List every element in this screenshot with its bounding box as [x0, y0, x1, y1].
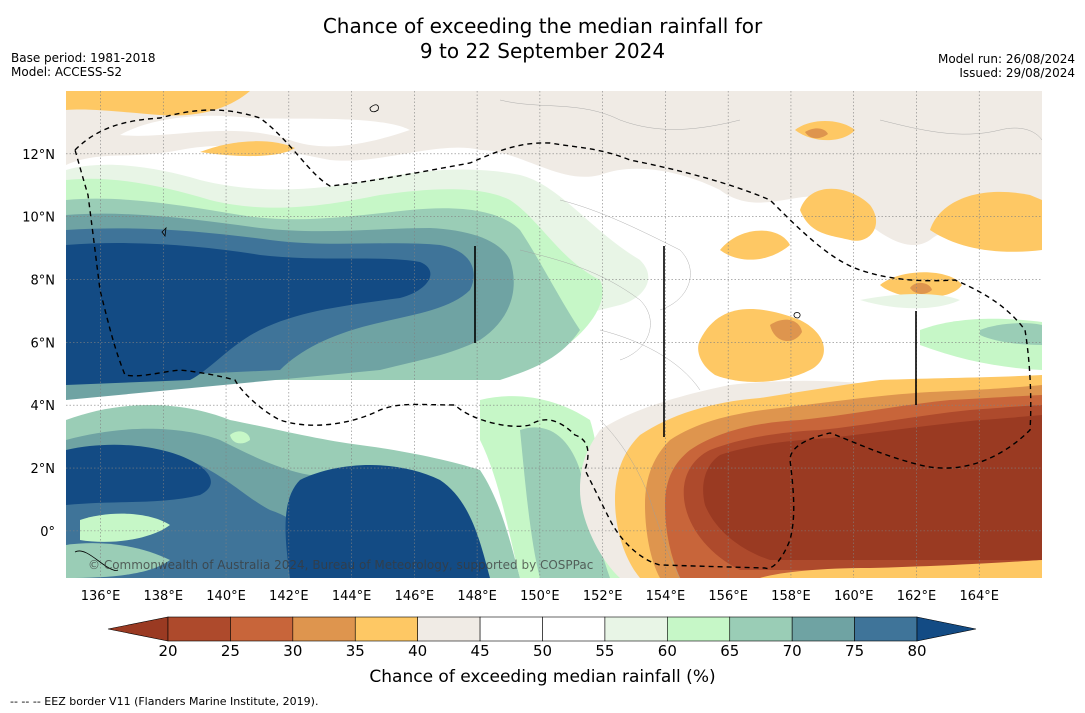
green-sw-patch: [80, 513, 170, 542]
colorbar-tick-label: 40: [408, 642, 428, 660]
meta-left: Base period: 1981-2018 Model: ACCESS-S2: [11, 51, 156, 79]
colorbar-tick-label: 30: [283, 642, 303, 660]
colorbar-swatch: [667, 616, 731, 642]
lat-tick-label: 12°N: [22, 148, 55, 163]
colorbar-swatch: [729, 616, 793, 642]
orange-npatch-core: [805, 128, 828, 139]
colorbar-tick-label: 55: [595, 642, 615, 660]
model-run-label: Model run: 26/08/2024: [937, 52, 1075, 66]
lon-tick-label: 156°E: [708, 589, 748, 604]
lat-tick-label: 2°N: [31, 462, 56, 477]
teal-sw-corner: [66, 543, 170, 578]
rainfall-field: [66, 91, 1042, 578]
lon-tick-label: 138°E: [144, 589, 184, 604]
colorbar-tick-label: 45: [470, 642, 490, 660]
lon-tick-label: 142°E: [269, 589, 309, 604]
green-dot: [230, 431, 250, 444]
colorbar-tick-label: 50: [532, 642, 553, 660]
colorbar-tick-label: 60: [657, 642, 677, 660]
colorbar-swatch: [167, 616, 231, 642]
lon-tick-label: 136°E: [81, 589, 121, 604]
copyright-credit: © Commonwealth of Australia 2024, Bureau…: [88, 558, 594, 572]
lon-tick-label: 150°E: [520, 589, 560, 604]
lon-tick-label: 148°E: [457, 589, 497, 604]
colorbar-title: Chance of exceeding median rainfall (%): [369, 667, 716, 687]
palegreen-east: [860, 294, 960, 309]
latitude-labels: 12°N 10°N 8°N 6°N 4°N 2°N 0°: [22, 148, 55, 540]
lon-tick-label: 146°E: [395, 589, 435, 604]
lon-tick-label: 160°E: [834, 589, 874, 604]
darkblue-sw: [66, 444, 211, 505]
base-period-label: Base period: 1981-2018: [11, 51, 156, 65]
lat-tick-label: 10°N: [22, 211, 55, 226]
colorbar-swatch: [479, 616, 543, 642]
map-title: Chance of exceeding the median rainfall …: [0, 14, 1085, 64]
orange-se-lobe-core: [770, 319, 802, 342]
darkblue-west: [66, 243, 431, 385]
lat-tick-label: 4°N: [31, 399, 56, 414]
lon-tick-label: 140°E: [206, 589, 246, 604]
title-line-1: Chance of exceeding the median rainfall …: [322, 14, 763, 38]
meta-right: Model run: 26/08/2024 Issued: 29/08/2024: [938, 52, 1075, 80]
eez-borders: [74, 109, 1032, 570]
lon-tick-label: 158°E: [771, 589, 811, 604]
colorbar-tick-label: 20: [158, 642, 178, 660]
model-label: Model: ACCESS-S2: [11, 65, 123, 79]
lat-tick-label: 8°N: [31, 274, 56, 289]
lon-tick-label: 154°E: [646, 589, 686, 604]
colorbar-swatch: [542, 616, 606, 642]
orange-east: [930, 191, 1042, 252]
colorbar-extend-low: [107, 616, 169, 642]
colorbar-swatch: [354, 616, 418, 642]
orange-mid3-core: [910, 282, 932, 294]
colorbar-swatch: [791, 616, 855, 642]
black-bars: [474, 246, 917, 437]
colorbar-swatch: [292, 616, 356, 642]
orange-se-bottom: [760, 560, 1042, 578]
colorbar-swatch: [854, 616, 918, 642]
colorbar-tick-label: 65: [720, 642, 740, 660]
eez-footnote: -- -- -- EEZ border V11 (Flanders Marine…: [10, 695, 319, 708]
colorbar-tick-label: 25: [220, 642, 240, 660]
issued-label: Issued: 29/08/2024: [959, 66, 1075, 80]
lon-tick-label: 144°E: [332, 589, 372, 604]
colorbar-tick-label: 75: [845, 642, 865, 660]
orange-nw: [66, 91, 250, 116]
title-line-2: 9 to 22 September 2024: [419, 39, 666, 63]
orange-mid1: [800, 188, 877, 241]
colorbar-swatch: [417, 616, 481, 642]
colorbar: [107, 616, 977, 642]
colorbar-swatch: [604, 616, 668, 642]
darkblue-s: [285, 465, 490, 578]
orange-n-strip: [200, 141, 295, 157]
colorbar-swatch: [230, 616, 294, 642]
colorbar-tick-label: 70: [782, 642, 802, 660]
lon-tick-label: 164°E: [959, 589, 999, 604]
lon-tick-label: 162°E: [897, 589, 937, 604]
lat-tick-label: 6°N: [31, 336, 56, 351]
graticule: [66, 91, 1042, 578]
brown2-se: [703, 415, 1042, 560]
lon-tick-label: 152°E: [583, 589, 623, 604]
coastlines: [74, 104, 801, 571]
colorbar-extend-high: [916, 616, 977, 642]
lat-tick-label: 0°: [40, 525, 55, 540]
colorbar-tick-label: 35: [345, 642, 365, 660]
white-north-patch: [120, 115, 410, 147]
colorbar-tick-label: 80: [907, 642, 927, 660]
contour-lines: [499, 99, 1042, 578]
teal-central: [520, 427, 610, 578]
orange-mid2: [720, 230, 790, 260]
longitude-labels: 136°E 138°E 140°E 142°E 144°E 146°E 148°E 150°E…: [81, 589, 999, 604]
